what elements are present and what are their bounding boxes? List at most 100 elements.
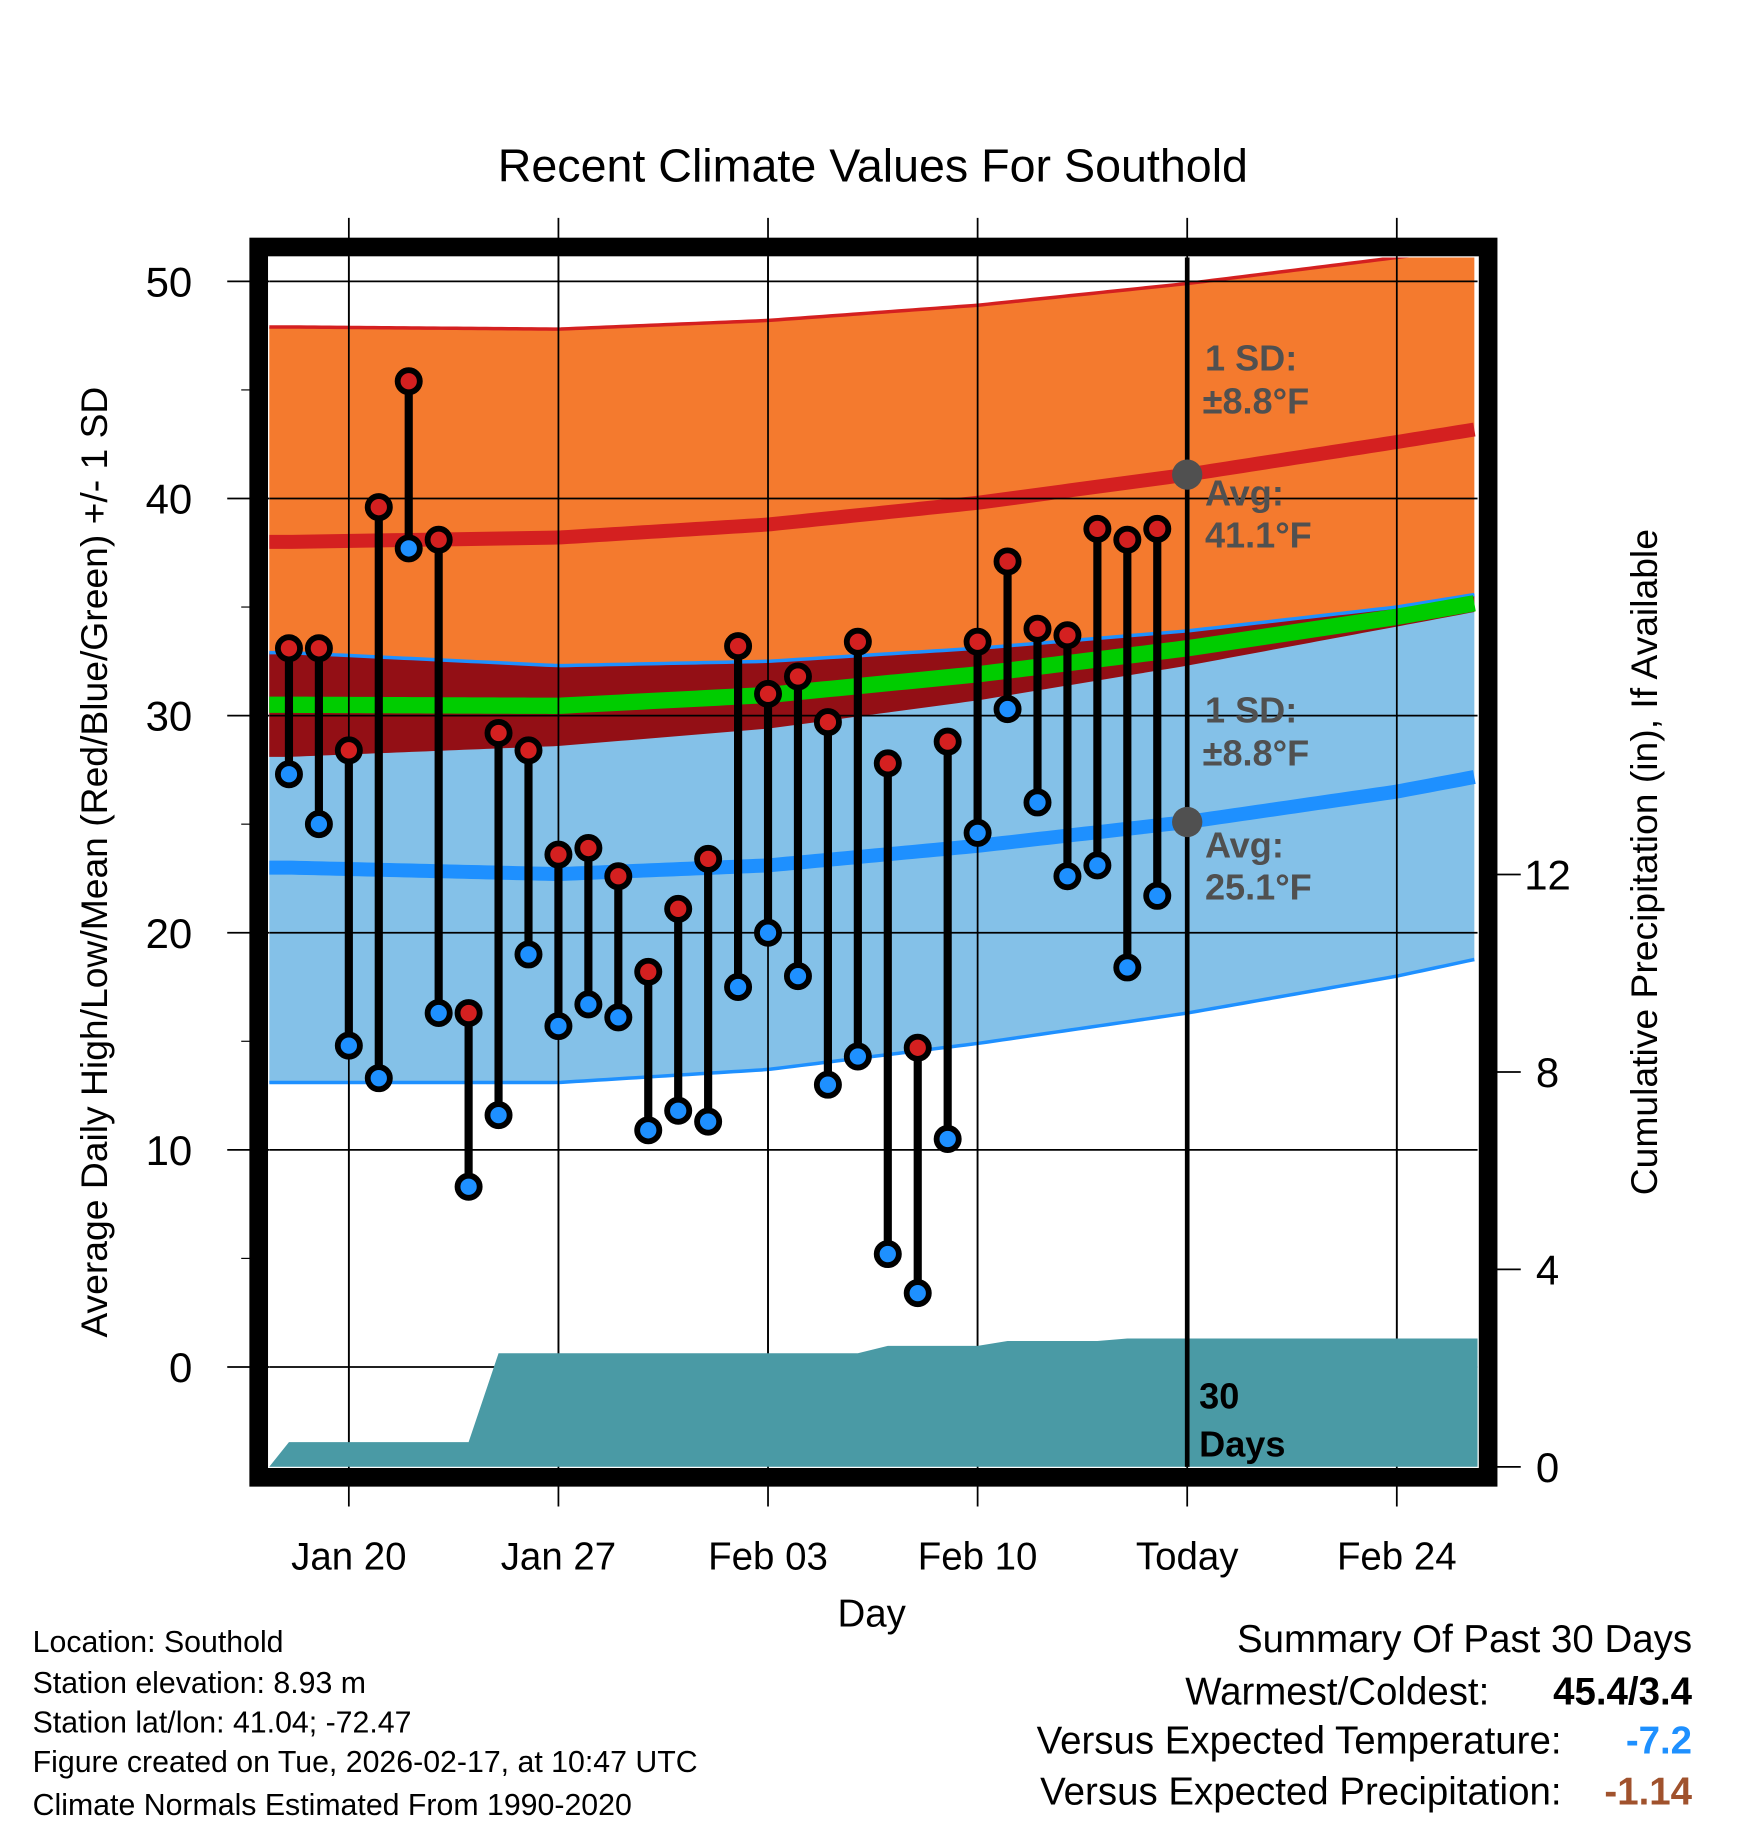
daily-low-point — [1113, 953, 1142, 982]
daily-low-point — [993, 695, 1022, 724]
daily-high-point — [1053, 621, 1082, 650]
station-info: Location: Southold Station elevation: 8.… — [33, 1626, 698, 1822]
daily-low-point — [813, 1070, 842, 1099]
low-avg-value: 25.1°F — [1205, 866, 1312, 907]
chart-title: Recent Climate Values For Southold — [498, 140, 1248, 192]
daily-low-point — [963, 818, 992, 847]
daily-low-point — [304, 810, 333, 839]
daily-low-point — [424, 999, 453, 1028]
x-axis-label: Day — [837, 1592, 906, 1635]
daily-high-point — [664, 894, 693, 923]
daily-low-point — [334, 1031, 363, 1060]
daily-high-point — [783, 662, 812, 691]
low-sd-value: ±8.8°F — [1203, 732, 1310, 773]
y-tick-label: 20 — [146, 910, 193, 957]
daily-high-point — [574, 834, 603, 863]
y-tick-label: 10 — [146, 1127, 193, 1174]
daily-low-point — [1143, 881, 1172, 910]
daily-low-point — [664, 1096, 693, 1125]
daily-low-point — [933, 1124, 962, 1153]
daily-low-point — [1083, 851, 1112, 880]
y-axis-label: Average Daily High/Low/Mean (Red/Blue/Gr… — [73, 387, 115, 1338]
daily-high-point — [963, 627, 992, 656]
low-sd-label: 1 SD: — [1205, 689, 1297, 730]
elevation-text: Station elevation: 8.93 m — [33, 1667, 366, 1700]
normals-text: Climate Normals Estimated From 1990-2020 — [33, 1789, 632, 1822]
high-sd-value: ±8.8°F — [1203, 381, 1310, 422]
daily-low-point — [634, 1116, 663, 1145]
high-avg-value: 41.1°F — [1205, 515, 1312, 556]
y2-tick-label: 4 — [1536, 1247, 1559, 1294]
precip-area — [269, 1338, 1478, 1467]
annotations: 1 SD: ±8.8°F Avg: 41.1°F 1 SD: ±8.8°F Av… — [1199, 337, 1312, 1464]
today-avg-low-marker — [1172, 806, 1203, 838]
high-upper-line — [269, 257, 1410, 331]
daily-low-point — [364, 1064, 393, 1093]
daily-high-point — [993, 547, 1022, 576]
observations — [274, 257, 1203, 1467]
y-tick-label: 30 — [146, 693, 193, 740]
daily-high-point — [754, 679, 783, 708]
x-tick-label: Feb 03 — [708, 1535, 828, 1578]
daily-low-point — [394, 534, 423, 563]
x-tick-label: Feb 10 — [918, 1535, 1038, 1578]
daily-low-point — [1053, 862, 1082, 891]
avg-high-line — [269, 422, 1476, 549]
axes: 0 10 20 30 40 50 0 4 8 12 Jan 20 Jan 27 Feb 03 Feb 10… — [146, 259, 1571, 1579]
y2-tick-label: 0 — [1536, 1444, 1559, 1491]
daily-high-point — [933, 727, 962, 756]
y-tick-label: 40 — [146, 476, 193, 523]
x-tick-label: Today — [1136, 1535, 1239, 1578]
low-avg-label: Avg: — [1205, 824, 1284, 865]
daily-high-point — [1023, 614, 1052, 643]
y-tick-label: 50 — [146, 259, 193, 306]
today-avg-high-marker — [1172, 459, 1203, 490]
daily-low-point — [1023, 788, 1052, 817]
daily-high-point — [394, 367, 423, 396]
daily-low-point — [843, 1042, 872, 1071]
summary-panel: Summary Of Past 30 Days Warmest/Coldest:… — [1037, 1618, 1693, 1814]
daily-high-point — [1143, 514, 1172, 543]
daily-low-point — [574, 990, 603, 1019]
x-tick-label: Jan 20 — [291, 1535, 406, 1578]
daily-high-point — [1113, 525, 1142, 554]
low-upper-line — [269, 592, 1475, 668]
daily-low-point — [274, 760, 303, 789]
daily-low-point — [544, 1012, 573, 1041]
days-count: 30 — [1199, 1376, 1239, 1417]
daily-high-point — [364, 493, 393, 522]
days-word: Days — [1199, 1423, 1285, 1464]
summary-title: Summary Of Past 30 Days — [1237, 1618, 1692, 1661]
y2-tick-label: 8 — [1536, 1049, 1559, 1096]
daily-high-point — [843, 627, 872, 656]
daily-high-point — [813, 708, 842, 737]
daily-low-point — [873, 1240, 902, 1269]
y-tick-label: 0 — [169, 1344, 192, 1391]
x-tick-label: Jan 27 — [501, 1535, 616, 1578]
daily-low-point — [903, 1279, 932, 1308]
high-sd-label: 1 SD: — [1205, 337, 1297, 378]
avg-low-line — [269, 770, 1476, 881]
cumulative-precip-area — [269, 1338, 1478, 1467]
daily-high-point — [334, 736, 363, 765]
y2-tick-label: 12 — [1524, 852, 1571, 899]
daily-high-point — [424, 525, 453, 554]
daily-high-point — [724, 632, 753, 661]
daily-high-point — [634, 957, 663, 986]
daily-high-point — [1083, 514, 1112, 543]
high-avg-label: Avg: — [1205, 473, 1284, 514]
daily-high-point — [694, 844, 723, 873]
precip-anomaly-value: -1.14 — [1604, 1771, 1692, 1814]
daily-high-point — [484, 718, 513, 747]
plot-frame — [249, 237, 1498, 1487]
daily-low-point — [694, 1107, 723, 1136]
daily-low-point — [783, 962, 812, 991]
y2-axis-label: Cumulative Precipitation (in), If Availa… — [1623, 529, 1665, 1195]
daily-low-point — [514, 940, 543, 969]
daily-high-point — [514, 736, 543, 765]
daily-high-point — [274, 634, 303, 663]
daily-high-point — [454, 999, 483, 1028]
daily-high-point — [544, 840, 573, 869]
warmest-label: Warmest/Coldest: — [1185, 1671, 1489, 1714]
